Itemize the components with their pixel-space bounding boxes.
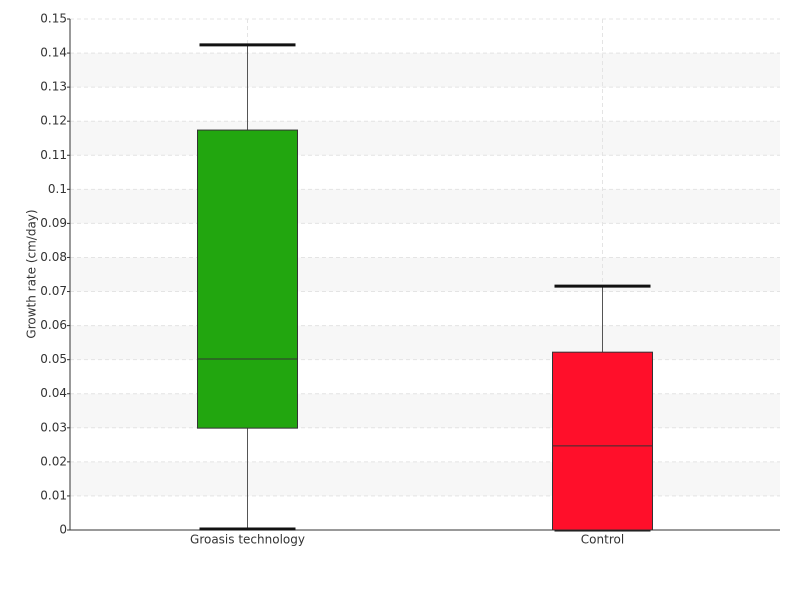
y-tick-label: 0 <box>59 523 67 537</box>
grid-band <box>70 121 780 156</box>
y-tick-label: 0.03 <box>40 420 67 434</box>
grid-band <box>70 393 780 428</box>
y-tick-label: 0.13 <box>40 80 67 94</box>
y-tick-label: 0.08 <box>40 250 67 264</box>
grid-band <box>70 53 780 88</box>
grid-band <box>70 325 780 360</box>
grid-band <box>70 189 780 224</box>
y-tick-label: 0.02 <box>40 454 67 468</box>
y-tick-label: 0.11 <box>40 148 67 162</box>
y-tick-label: 0.15 <box>40 12 67 26</box>
x-tick-label: Groasis technology <box>190 533 305 547</box>
y-tick-label: 0.06 <box>40 318 67 332</box>
y-tick-label: 0.12 <box>40 114 67 128</box>
y-tick-label: 0.14 <box>40 46 67 60</box>
y-tick-label: 0.01 <box>40 488 67 502</box>
grid-band <box>70 257 780 292</box>
y-tick-label: 0.04 <box>40 386 67 400</box>
y-tick-label: 0.07 <box>40 284 67 298</box>
box <box>197 129 298 429</box>
y-axis-label: Growth rate (cm/day) <box>25 209 39 338</box>
y-tick-label: 0.09 <box>40 216 67 230</box>
y-tick-label: 0.1 <box>48 182 67 196</box>
box <box>552 351 653 531</box>
grid-band <box>70 461 780 496</box>
y-tick-label: 0.05 <box>40 352 67 366</box>
x-tick-label: Control <box>581 533 624 547</box>
